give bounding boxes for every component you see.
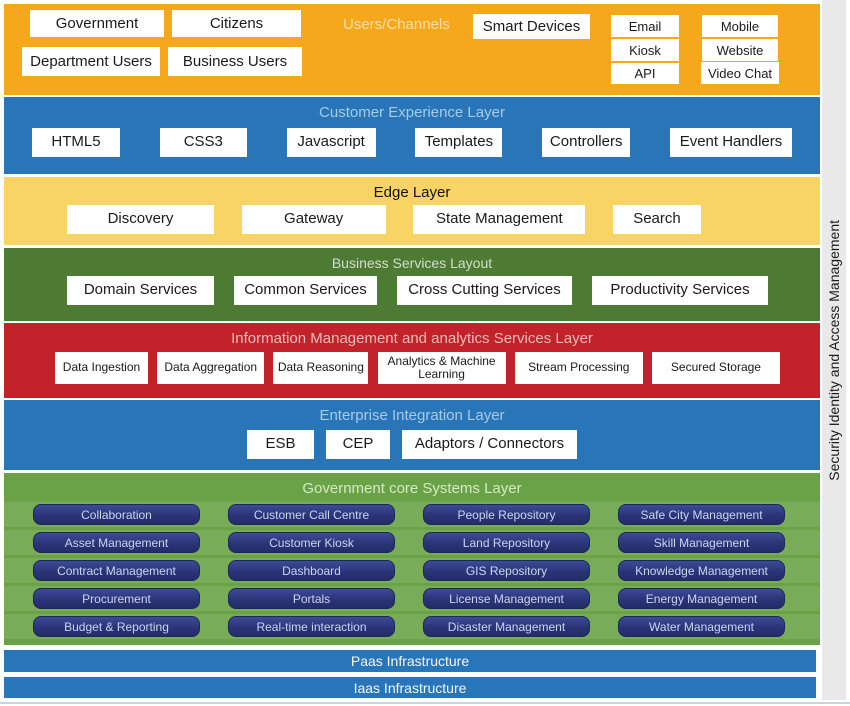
layer-users-channels: Users/Channels Government Citizens Depar… <box>4 4 820 95</box>
business-services-title: Business Services Layout <box>331 255 493 271</box>
box-esb: ESB <box>247 430 314 459</box>
core-system-gis-repository: GIS Repository <box>423 560 590 581</box>
box-gateway: Gateway <box>241 205 386 234</box>
core-system-budget-reporting: Budget & Reporting <box>33 616 200 637</box>
box-business-users: Business Users <box>168 47 302 76</box>
core-system-people-repository: People Repository <box>423 504 590 525</box>
core-system-land-repository: Land Repository <box>423 532 590 553</box>
layer-enterprise-integration: Enterprise Integration Layer ESB CEP Ada… <box>4 400 820 470</box>
enterprise-integration-title: Enterprise Integration Layer <box>319 407 505 424</box>
box-state-management: State Management <box>413 205 586 234</box>
box-html5: HTML5 <box>32 128 120 157</box>
box-domain-services: Domain Services <box>67 276 214 305</box>
box-controllers: Controllers <box>542 128 631 157</box>
layer-government-core-systems: Government core Systems Layer Collaborat… <box>4 473 820 645</box>
box-citizens: Citizens <box>172 10 301 37</box>
security-strip: Security Identity and Access Management <box>822 0 846 700</box>
core-system-contract-management: Contract Management <box>33 560 200 581</box>
core-system-asset-management: Asset Management <box>33 532 200 553</box>
core-row: Collaboration Customer Call Centre Peopl… <box>4 502 820 527</box>
box-video-chat: Video Chat <box>701 62 779 84</box>
box-government: Government <box>30 10 164 37</box>
box-cross-cutting-services: Cross Cutting Services <box>397 276 572 305</box>
box-data-reasoning: Data Reasoning <box>273 352 369 384</box>
core-row: Procurement Portals License Management E… <box>4 586 820 611</box>
core-system-disaster-management: Disaster Management <box>423 616 590 637</box>
box-data-ingestion: Data Ingestion <box>55 352 148 384</box>
box-analytics-machine-learning: Analytics & Machine Learning <box>377 352 506 384</box>
information-management-title: Information Management and analytics Ser… <box>231 330 593 347</box>
box-email: Email <box>611 15 679 37</box>
box-api: API <box>611 63 679 84</box>
core-system-portals: Portals <box>228 588 395 609</box>
box-event-handlers: Event Handlers <box>669 128 792 157</box>
core-row: Budget & Reporting Real-time interaction… <box>4 614 820 639</box>
core-system-customer-kiosk: Customer Kiosk <box>228 532 395 553</box>
box-javascript: Javascript <box>286 128 376 157</box>
core-system-real-time-interaction: Real-time interaction <box>228 616 395 637</box>
layer-business-services: Business Services Layout Domain Services… <box>4 248 820 321</box>
core-row: Asset Management Customer Kiosk Land Rep… <box>4 530 820 555</box>
box-smart-devices: Smart Devices <box>473 14 590 39</box>
box-kiosk: Kiosk <box>611 39 679 61</box>
box-common-services: Common Services <box>234 276 377 305</box>
iaas-infrastructure-bar: Iaas Infrastructure <box>4 677 816 698</box>
box-website: Website <box>702 39 778 61</box>
box-adaptors-connectors: Adaptors / Connectors <box>402 430 577 459</box>
box-search: Search <box>612 205 701 234</box>
core-system-dashboard: Dashboard <box>228 560 395 581</box>
layer-information-management: Information Management and analytics Ser… <box>4 323 820 398</box>
core-system-customer-call-centre: Customer Call Centre <box>228 504 395 525</box>
customer-experience-title: Customer Experience Layer <box>319 104 505 121</box>
layer-edge: Edge Layer Discovery Gateway State Manag… <box>4 177 820 245</box>
box-data-aggregation: Data Aggregation <box>157 352 265 384</box>
core-system-license-management: License Management <box>423 588 590 609</box>
box-mobile: Mobile <box>702 15 778 37</box>
box-templates: Templates <box>415 128 503 157</box>
edge-title: Edge Layer <box>373 184 451 201</box>
bottom-divider <box>0 702 850 704</box>
core-system-procurement: Procurement <box>33 588 200 609</box>
box-stream-processing: Stream Processing <box>514 352 643 384</box>
layer-customer-experience: Customer Experience Layer HTML5 CSS3 Jav… <box>4 97 820 174</box>
government-core-systems-title: Government core Systems Layer <box>302 480 522 497</box>
box-discovery: Discovery <box>67 205 214 234</box>
core-system-skill-management: Skill Management <box>618 532 785 553</box>
paas-infrastructure-bar: Paas Infrastructure <box>4 650 816 672</box>
box-cep: CEP <box>326 430 390 459</box>
box-css3: CSS3 <box>159 128 247 157</box>
users-channels-title: Users/Channels <box>343 16 450 33</box>
core-row: Contract Management Dashboard GIS Reposi… <box>4 558 820 583</box>
box-secured-storage: Secured Storage <box>651 352 780 384</box>
core-system-collaboration: Collaboration <box>33 504 200 525</box>
security-strip-label: Security Identity and Access Management <box>826 219 842 481</box>
core-system-safe-city-management: Safe City Management <box>618 504 785 525</box>
core-system-knowledge-management: Knowledge Management <box>618 560 785 581</box>
core-system-water-management: Water Management <box>618 616 785 637</box>
box-department-users: Department Users <box>22 47 160 76</box>
box-productivity-services: Productivity Services <box>592 276 768 305</box>
core-system-energy-management: Energy Management <box>618 588 785 609</box>
